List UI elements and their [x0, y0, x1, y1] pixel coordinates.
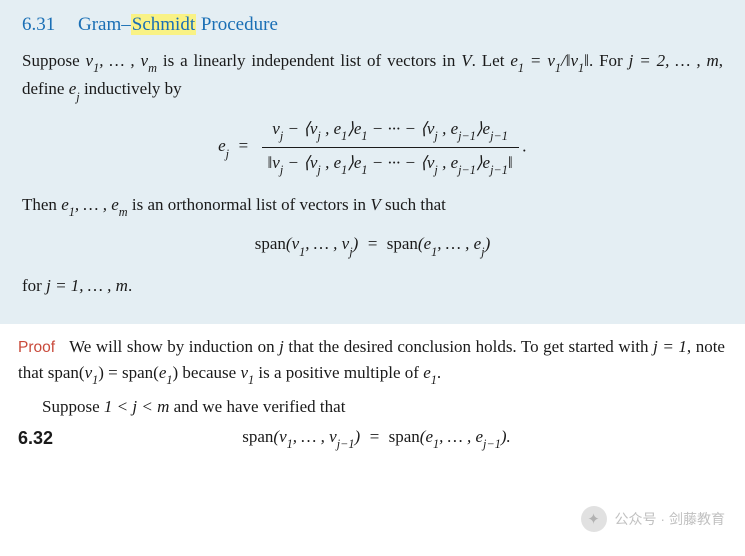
text: . [437, 363, 441, 382]
math-e-list: e1, … , em [61, 195, 127, 214]
proof-label: Proof [18, 339, 55, 356]
math-V: V [461, 51, 471, 70]
watermark-text: 公众号 · 剑藤教育 [615, 509, 725, 529]
equation-number: 6.32 [18, 428, 88, 449]
text: that the desired conclusion holds. To ge… [284, 337, 653, 356]
math-e1c: e1 [423, 363, 437, 382]
text: ) because [173, 363, 241, 382]
theorem-title: Gram–Schmidt Procedure [78, 14, 278, 35]
math-e1b: e1 [159, 363, 173, 382]
title-highlight: Schmidt [131, 14, 196, 35]
text: is a positive multiple of [254, 363, 423, 382]
text: . Let [472, 51, 511, 70]
text: . For [589, 51, 629, 70]
theorem-header: 6.31 Gram–Schmidt Procedure [22, 14, 723, 36]
theorem-then: Then e1, … , em is an orthonormal list o… [22, 192, 723, 220]
text: . [128, 276, 132, 295]
equation-body: span(v1, … , vj−1) = span(e1, … , ej−1). [88, 427, 725, 450]
title-post: Procedure [196, 14, 278, 35]
title-pre: Gram– [78, 14, 131, 35]
theorem-number: 6.31 [22, 14, 55, 35]
math-for-range: j = 1, … , m [46, 276, 128, 295]
math-j-range: j = 2, … , m [629, 51, 719, 70]
proof-para2: Suppose 1 < j < m and we have verified t… [18, 394, 725, 420]
math-ineq: 1 < j < m [104, 397, 169, 416]
theorem-box: 6.31 Gram–Schmidt Procedure Suppose v1, … [0, 0, 745, 324]
formula-numerator: vj − ⟨vj , e1⟩e1 − ··· − ⟨vj , ej−1⟩ej−1 [262, 117, 519, 148]
text: is an orthonormal list of vectors in [128, 195, 371, 214]
math-v-list: v1, … , vm [86, 51, 157, 70]
math-ej: ej [69, 79, 80, 98]
formula-period: . [523, 136, 527, 155]
proof-section: ProofWe will show by induction on j that… [0, 324, 745, 450]
proof-para1: ProofWe will show by induction on j that… [18, 334, 725, 389]
watermark: ✦ 公众号 · 剑藤教育 [581, 506, 725, 532]
text: Suppose [42, 397, 104, 416]
math-V2: V [370, 195, 380, 214]
text: such that [381, 195, 446, 214]
formula-denominator: ‖vj − ⟨vj , e1⟩e1 − ··· − ⟨vj , ej−1⟩ej−… [262, 148, 519, 178]
formula-fraction: vj − ⟨vj , e1⟩e1 − ··· − ⟨vj , ej−1⟩ej−1… [262, 117, 519, 178]
formula-ej: ej = vj − ⟨vj , e1⟩e1 − ··· − ⟨vj , ej−1… [22, 117, 723, 178]
text: Then [22, 195, 61, 214]
wechat-icon: ✦ [581, 506, 607, 532]
span-equation: span(v1, … , vj) = span(e1, … , ej) [22, 232, 723, 259]
text: ) = span( [98, 363, 159, 382]
theorem-for: for j = 1, … , m. [22, 273, 723, 299]
text: for [22, 276, 46, 295]
math-v1b: v1 [240, 363, 254, 382]
text: inductively by [80, 79, 182, 98]
math-v1: v1 [85, 363, 99, 382]
equation-632: 6.32 span(v1, … , vj−1) = span(e1, … , e… [18, 427, 725, 450]
math-j1: j = 1 [653, 337, 687, 356]
text: and we have verified that [169, 397, 345, 416]
text: Suppose [22, 51, 86, 70]
text: is a linearly independent list of vector… [157, 51, 461, 70]
math-e1-def: e1 = v1/‖v1‖ [510, 51, 589, 70]
formula-lhs: ej = [218, 136, 257, 155]
theorem-para1: Suppose v1, … , vm is a linearly indepen… [22, 48, 723, 105]
text: We will show by induction on [69, 337, 279, 356]
